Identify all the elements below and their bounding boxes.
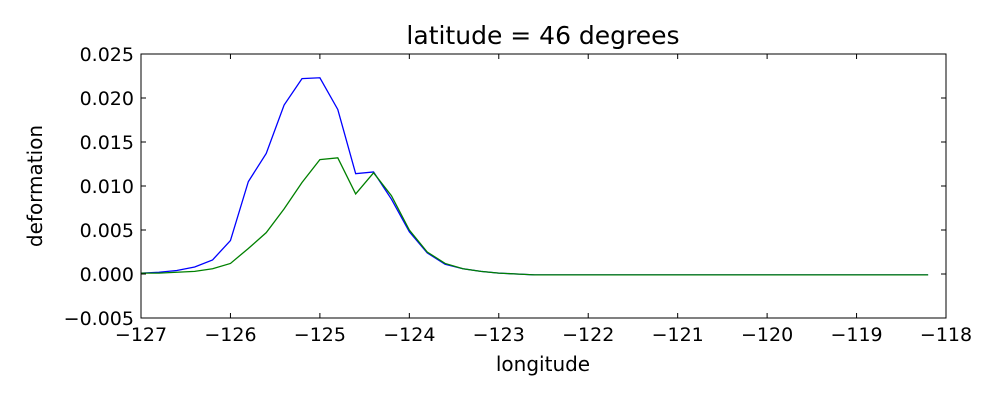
y-tick-label: 0.015 — [80, 132, 134, 154]
y-axis-label: deformation — [23, 125, 47, 247]
x-tick-label: −121 — [652, 324, 704, 346]
x-tick-label: −126 — [204, 324, 256, 346]
y-tick-label: 0.000 — [80, 264, 134, 286]
x-tick-label: −125 — [294, 324, 346, 346]
x-tick-label: −123 — [473, 324, 525, 346]
y-axis: −0.005 0.000 0.005 0.010 0.015 0.020 0.025 — [64, 44, 946, 330]
x-tick-label: −120 — [741, 324, 793, 346]
x-tick-label: −118 — [920, 324, 972, 346]
y-tick-label: 0.025 — [80, 44, 134, 66]
y-tick-label: 0.005 — [80, 220, 134, 242]
x-tick-label: −124 — [383, 324, 435, 346]
series-layer — [140, 77, 929, 276]
x-axis: −127 −126 −125 −124 −123 −122 −121 −120 −119 −118 — [115, 54, 972, 346]
series-line-2 — [141, 157, 929, 276]
y-tick-label: −0.005 — [64, 308, 134, 330]
x-tick-label: −122 — [562, 324, 614, 346]
x-tick-label: −127 — [115, 324, 167, 346]
y-tick-label: 0.020 — [80, 88, 134, 110]
chart-title: latitude = 46 degrees — [406, 21, 679, 50]
x-axis-label: longitude — [496, 352, 590, 376]
y-tick-label: 0.010 — [80, 176, 134, 198]
x-tick-label: −119 — [830, 324, 882, 346]
